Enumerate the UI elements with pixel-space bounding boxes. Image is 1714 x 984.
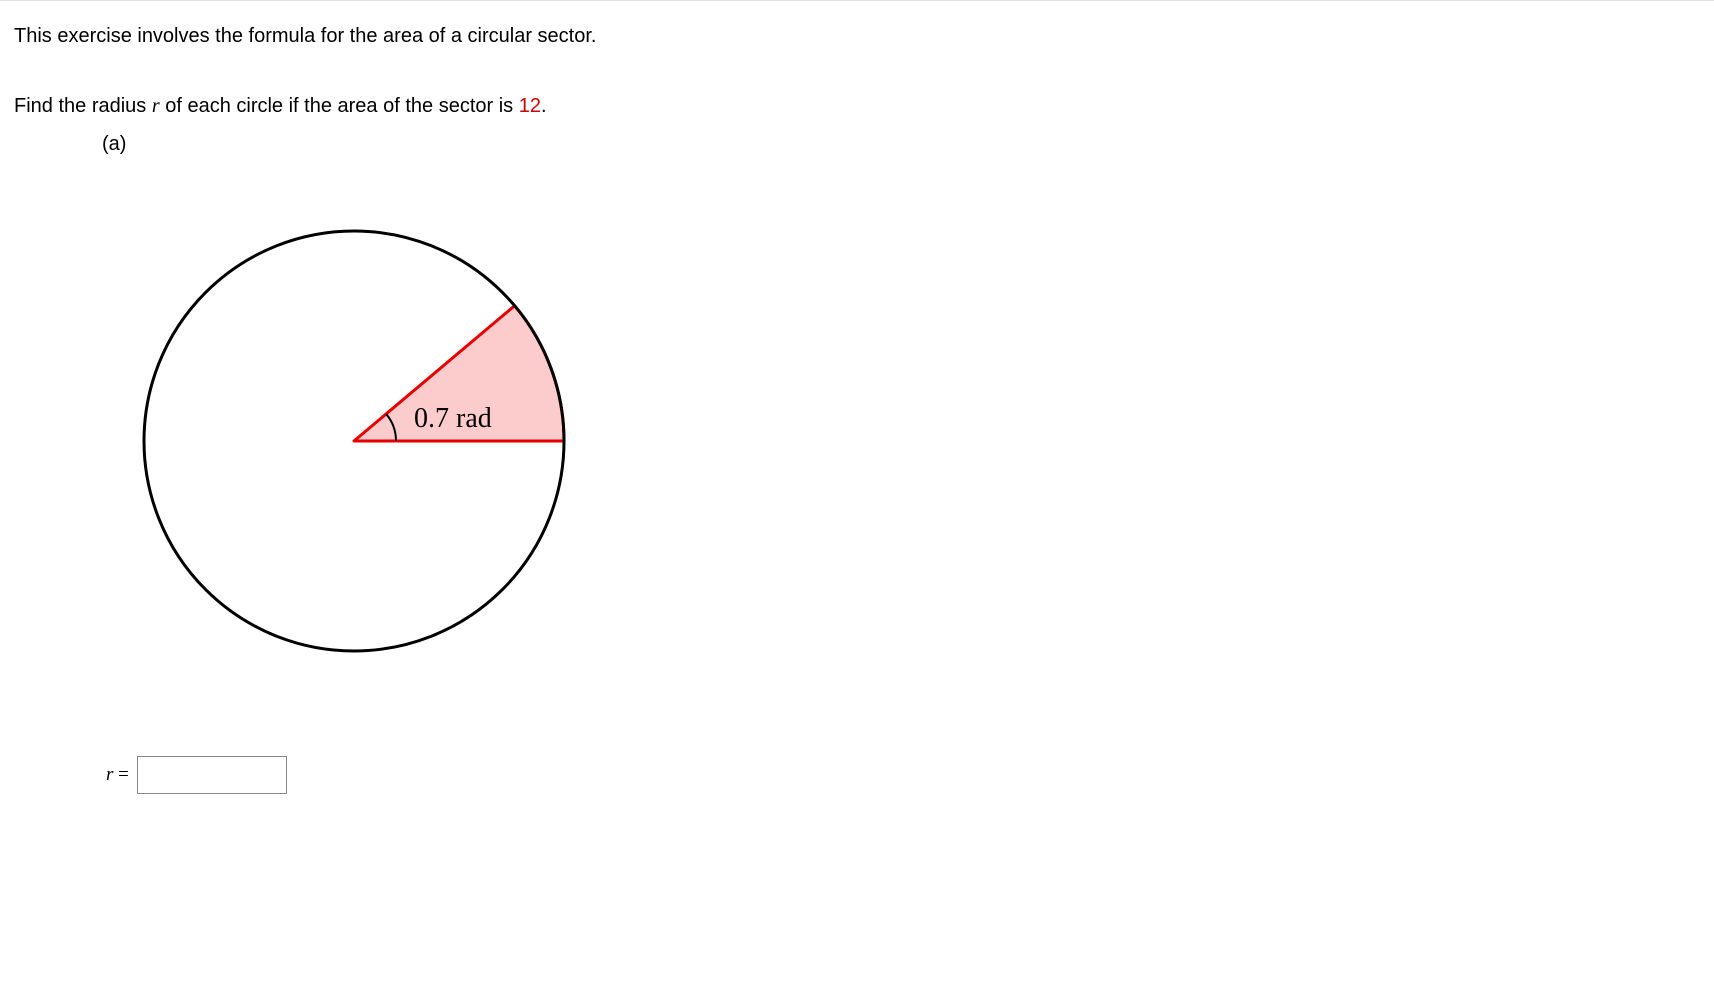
exercise-page: This exercise involves the formula for t…: [0, 0, 1714, 834]
exercise-intro: This exercise involves the formula for t…: [14, 21, 1700, 51]
sector-diagram: 0.7 rad: [124, 166, 674, 696]
prompt-prefix: Find the radius: [14, 95, 152, 117]
prompt-mid: of each circle if the area of the sector…: [160, 95, 519, 117]
prompt-variable: r: [152, 95, 160, 117]
answer-equals: =: [113, 764, 128, 785]
prompt-suffix: .: [541, 95, 547, 117]
answer-row: r =: [106, 756, 1700, 794]
answer-label: r =: [106, 764, 129, 786]
part-label-a: (a): [102, 133, 1700, 156]
diagram-container: 0.7 rad: [124, 166, 1700, 696]
angle-label: 0.7 rad: [414, 403, 492, 434]
area-value: 12: [519, 95, 541, 117]
radius-input[interactable]: [137, 756, 287, 794]
exercise-prompt: Find the radius r of each circle if the …: [14, 91, 1700, 121]
